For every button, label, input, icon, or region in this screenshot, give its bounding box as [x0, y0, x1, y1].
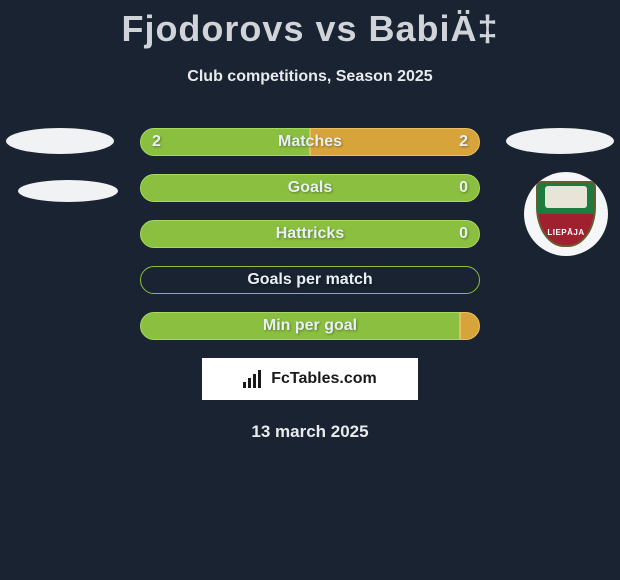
- stat-row-mpg: Min per goal: [140, 312, 480, 340]
- player-badge-left-1: [6, 128, 114, 154]
- stat-bar-right: [460, 312, 480, 340]
- stats-area: LIEPĀJA 2 Matches 2 Goals 0 Hattricks 0 …: [0, 128, 620, 340]
- stat-row-goals: Goals 0: [140, 174, 480, 202]
- stat-label: Min per goal: [263, 317, 357, 335]
- stat-value-right: 0: [459, 179, 468, 197]
- stat-label: Matches: [278, 133, 342, 151]
- page-title: Fjodorovs vs BabiÄ‡: [0, 0, 620, 50]
- player-badge-right-1: [506, 128, 614, 154]
- branding-box[interactable]: FcTables.com: [202, 358, 418, 400]
- player-badge-left-2: [18, 180, 118, 202]
- stat-value-left: 2: [152, 133, 161, 151]
- stat-row-gpm: Goals per match: [140, 266, 480, 294]
- chart-icon: [243, 370, 265, 388]
- stat-label: Goals: [288, 179, 332, 197]
- stat-label: Hattricks: [276, 225, 344, 243]
- subtitle: Club competitions, Season 2025: [0, 68, 620, 86]
- club-name: LIEPĀJA: [538, 228, 594, 237]
- stat-value-right: 2: [459, 133, 468, 151]
- stat-row-hattricks: Hattricks 0: [140, 220, 480, 248]
- branding-text: FcTables.com: [271, 370, 377, 388]
- date-text: 13 march 2025: [0, 422, 620, 442]
- club-badge-right: LIEPĀJA: [524, 172, 608, 256]
- stat-row-matches: 2 Matches 2: [140, 128, 480, 156]
- stat-value-right: 0: [459, 225, 468, 243]
- stat-label: Goals per match: [247, 271, 372, 289]
- shield-icon: LIEPĀJA: [536, 181, 596, 247]
